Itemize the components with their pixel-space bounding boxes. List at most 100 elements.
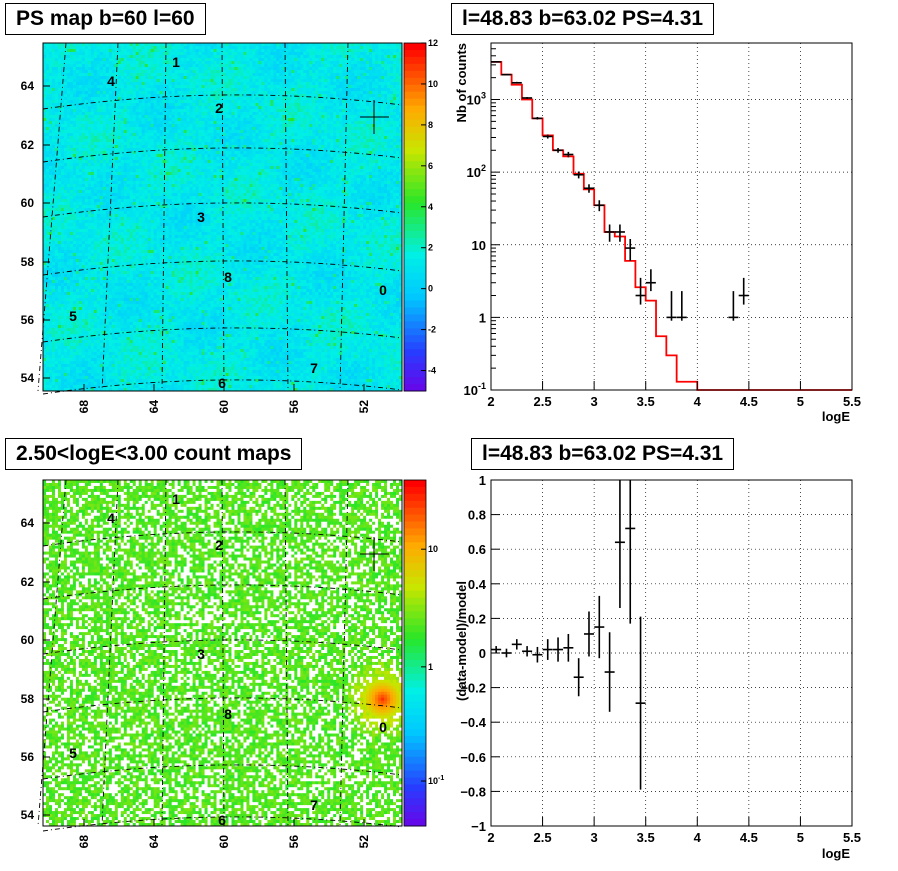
spectrum-x-tick: 2.5 [534,394,552,409]
spectrum-point [625,239,636,261]
source-label-7: 7 [310,797,318,813]
ps-map-title: PS map b=60 l=60 [5,3,206,35]
source-label-1: 1 [172,54,180,70]
spectrum-point [563,151,574,158]
source-label-6: 6 [218,812,226,828]
colorbar-tick: 12 [428,38,438,48]
map-y-tick: 54 [21,371,35,385]
spectrum-y-tick: 102 [467,163,486,180]
residual-point [511,639,522,650]
map-x-tick: 52 [357,400,371,414]
colorbar-tick: -4 [428,366,436,376]
residual-ylabel: (data-model)/model [454,581,469,701]
residual-xlabel: logE [822,846,850,861]
map-y-tick: 64 [21,516,35,530]
map-y-tick: 62 [21,138,35,152]
count-map-title: 2.50<logE<3.00 count maps [5,438,303,470]
residual-point [542,639,553,660]
residual-point [573,658,584,697]
colorbar-tick: 1 [428,662,433,672]
residual-y-tick: −0.2 [460,681,486,696]
spectrum-ylabel: Nb of counts [454,43,469,122]
spectrum-y-tick: 103 [467,91,486,108]
residual-y-tick: 0.2 [468,611,486,626]
spectrum-x-tick: 4 [694,394,702,409]
spectrum-y-tick: 10 [472,238,486,253]
residual-point [583,611,594,657]
map-y-tick: 58 [21,255,35,269]
residual-x-tick: 3 [591,830,598,845]
source-label-3: 3 [197,209,205,225]
spectrum-point [573,171,584,179]
source-label-4: 4 [107,510,115,526]
spectrum-point [583,184,594,193]
model-step-line [491,60,852,391]
source-label-7: 7 [310,360,318,376]
residual-x-tick: 3.5 [637,830,655,845]
residual-title: l=48.83 b=63.02 PS=4.31 [471,438,735,470]
map-y-tick: 62 [21,575,35,589]
residual-x-tick: 5 [797,830,804,845]
spectrum-x-tick: 5.5 [843,394,861,409]
spectrum-point [501,73,512,76]
residual-chart: 2 2.5 3 3.5 4 4.5 5 5.5 −1 −0.8 −0.6 −0.4 −0.2 0 0.2 0.… [454,473,861,861]
residual-y-tick: −0.6 [460,750,486,765]
map-x-tick: 68 [77,835,91,849]
residual-point [563,633,574,662]
colorbar-tick: 6 [428,161,433,171]
colorbar-tick: 2 [428,243,433,253]
spectrum-x-tick: 5 [797,394,804,409]
map-x-tick: 64 [147,400,161,414]
spectrum-y-tick: 1 [479,310,486,325]
residual-point [614,480,625,609]
residual-y-tick: −0.4 [460,715,486,730]
residual-point [604,632,615,712]
source-label-4: 4 [107,73,115,89]
residual-point [522,646,533,657]
colorbar-tick: 10-1 [428,775,444,786]
residual-point [501,648,512,658]
residual-x-tick: 2 [487,830,494,845]
source-label-0: 0 [379,719,387,735]
spectrum-chart: 2 2.5 3 3.5 4 4.5 5 5.5 10-1 1 10 102 103 logE Nb of… [454,42,861,424]
map-y-tick: 56 [21,313,35,327]
source-label-8: 8 [224,706,232,722]
residual-y-tick: 0 [479,646,486,661]
source-label-0: 0 [379,282,387,298]
map-x-tick: 60 [217,835,231,849]
map-y-tick: 56 [21,750,35,764]
colorbar-tick: 0 [428,284,433,294]
residual-x-tick: 4.5 [740,830,758,845]
spectrum-xlabel: logE [822,409,850,424]
map-x-tick: 52 [357,835,371,849]
residual-point [625,480,636,624]
source-label-5: 5 [69,308,77,324]
colorbar-tick: 10 [428,544,438,554]
residual-y-tick: 1 [479,473,486,488]
spectrum-y-tick: 10-1 [464,381,486,398]
residual-x-tick: 2.5 [534,830,552,845]
residual-y-tick: −1 [471,819,486,834]
spectrum-point [635,277,646,305]
spectrum-point [614,224,625,242]
residual-y-tick: 0.4 [468,577,487,592]
spectrum-point [676,291,687,321]
colorbar-tick: 4 [428,202,433,212]
colorbar-tick: 10 [428,79,438,89]
spectrum-point [542,134,553,139]
source-label-2: 2 [215,100,223,116]
spectrum-point [594,200,605,212]
spectrum-x-tick: 3 [591,394,598,409]
source-label-6: 6 [218,375,226,391]
map-x-tick: 68 [77,400,91,414]
map-x-tick: 60 [217,400,231,414]
residual-point [532,646,543,663]
spectrum-point [532,116,543,120]
colorbar-tick: 8 [428,120,433,130]
source-label-2: 2 [215,537,223,553]
map-x-tick: 56 [287,400,301,414]
spectrum-x-tick: 3.5 [637,394,655,409]
residual-y-tick: 0.8 [468,508,486,523]
